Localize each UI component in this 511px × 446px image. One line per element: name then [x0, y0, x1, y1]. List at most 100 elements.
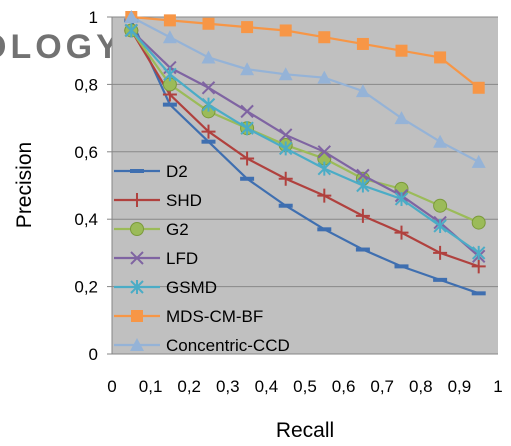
x-tick-label: 1 — [493, 377, 502, 396]
series-line — [130, 29, 480, 268]
data-point — [318, 31, 331, 44]
data-point — [472, 81, 485, 94]
data-point — [317, 70, 332, 84]
x-axis-title: Recall — [276, 419, 334, 442]
series-concentric-ccd — [124, 10, 486, 168]
data-point — [433, 134, 448, 148]
legend-item: LFD — [114, 249, 198, 268]
data-point — [317, 188, 332, 203]
data-point — [355, 208, 370, 223]
data-point — [130, 280, 144, 294]
data-point — [434, 51, 447, 64]
data-point — [394, 191, 409, 206]
x-tick-label: 0,4 — [255, 377, 279, 396]
data-point — [317, 161, 332, 176]
legend-label: G2 — [166, 220, 189, 239]
x-tick-label: 0,9 — [448, 377, 472, 396]
data-point — [278, 141, 293, 156]
data-point — [240, 62, 255, 76]
x-tick-label: 0,6 — [332, 377, 356, 396]
x-tick-label: 0,5 — [293, 377, 317, 396]
data-point — [201, 124, 216, 139]
data-point — [433, 218, 447, 233]
data-point — [278, 171, 293, 186]
series-shd — [124, 23, 486, 274]
data-point — [395, 44, 408, 57]
y-tick-label: 1 — [89, 8, 98, 27]
data-point — [131, 310, 143, 322]
series-mds-cm-bf — [125, 11, 485, 94]
x-tick-label: 0,3 — [216, 377, 240, 396]
axes — [107, 16, 498, 355]
data-point — [240, 104, 254, 119]
y-tick-label: 0 — [89, 345, 98, 364]
data-point — [163, 14, 176, 27]
x-tick-label: 0,1 — [139, 377, 163, 396]
series-line — [130, 16, 480, 163]
data-point — [278, 128, 293, 142]
data-point — [355, 84, 370, 98]
data-point — [471, 259, 486, 274]
legend-label: Concentric-CCD — [166, 336, 290, 355]
x-tick-label: 0,7 — [370, 377, 394, 396]
x-tick-label: 0,2 — [177, 377, 201, 396]
legend-item: GSMD — [114, 278, 217, 297]
legend-item: G2 — [114, 220, 189, 239]
data-point — [201, 97, 216, 112]
legend-label: D2 — [166, 162, 188, 181]
legend-item: D2 — [114, 162, 188, 181]
y-tick-label: 0,8 — [74, 75, 98, 94]
data-point — [317, 145, 332, 159]
data-point — [130, 251, 144, 265]
data-point — [471, 215, 486, 230]
series-line — [130, 19, 480, 295]
data-point — [241, 21, 254, 34]
data-point — [130, 193, 144, 207]
legend-item: MDS-CM-BF — [114, 307, 263, 326]
data-point — [240, 121, 254, 136]
data-point — [356, 168, 370, 183]
legend-label: GSMD — [166, 278, 217, 297]
legend-label: MDS-CM-BF — [166, 307, 263, 326]
y-tick-label: 0,2 — [74, 278, 98, 297]
data-point — [433, 198, 448, 213]
data-point — [278, 67, 293, 81]
tick-labels: 0 0,2 0,4 0,6 0,8 1 0 0,1 0,2 0,3 0,4 0,5 0,6 0,7 0,8 0… — [74, 8, 502, 396]
x-tick-label: 0 — [107, 377, 116, 396]
legend-item: SHD — [114, 191, 202, 210]
legend-label: LFD — [166, 249, 198, 268]
legend-label: SHD — [166, 191, 202, 210]
plot-area — [112, 17, 498, 354]
legend: D2 SHD G2 LFD GSMD MDS-CM-BF Concentric-CCD — [114, 162, 290, 355]
y-axis-title: Precision — [13, 142, 36, 228]
series-line — [130, 29, 480, 258]
y-tick-label: 0,4 — [74, 210, 98, 229]
data-point — [394, 225, 409, 240]
series-layer — [124, 10, 486, 296]
data-point — [130, 338, 144, 351]
data-point — [279, 24, 292, 37]
data-point — [201, 81, 216, 95]
data-point — [394, 111, 409, 125]
x-tick-label: 0,8 — [409, 377, 433, 396]
data-point — [356, 178, 370, 193]
series-line — [131, 15, 480, 89]
series-line — [130, 29, 480, 254]
data-point — [356, 37, 369, 50]
data-point — [124, 23, 139, 38]
data-point — [124, 10, 139, 23]
data-point — [130, 222, 144, 236]
data-point — [202, 17, 215, 30]
series-gsmd — [124, 23, 486, 260]
data-point — [471, 245, 486, 260]
y-tick-label: 0,6 — [74, 143, 98, 162]
data-point — [433, 245, 448, 260]
legend-item: Concentric-CCD — [114, 336, 290, 355]
data-point — [162, 30, 177, 44]
data-point — [163, 67, 177, 82]
data-point — [201, 50, 216, 64]
data-point — [471, 154, 486, 168]
series-line — [130, 29, 480, 224]
data-point — [240, 151, 255, 166]
